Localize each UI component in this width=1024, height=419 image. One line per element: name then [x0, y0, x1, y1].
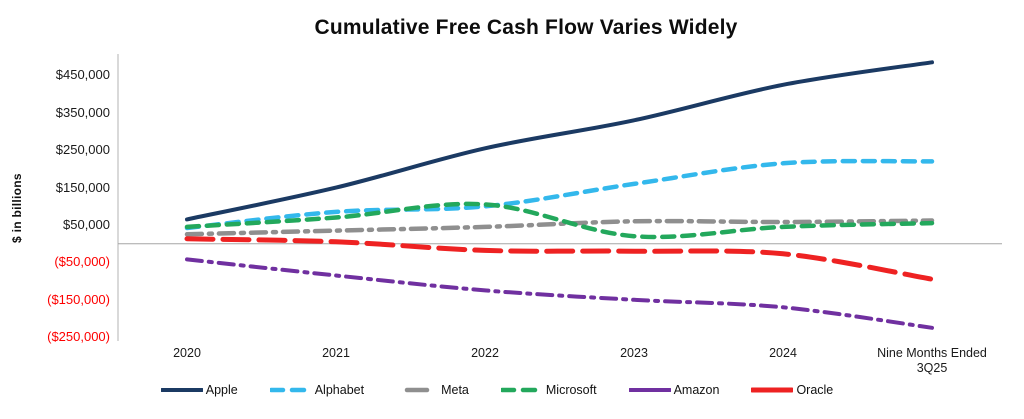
legend-label: Apple: [205, 383, 238, 397]
y-tick-label: $50,000: [63, 217, 110, 232]
legend-marker-dashed-icon: [269, 387, 312, 393]
y-tick-label: $450,000: [55, 67, 110, 83]
legend-item-alphabet: Alphabet: [269, 383, 365, 397]
legend-label: Oracle: [796, 383, 834, 397]
legend-item-apple: Apple: [160, 383, 238, 397]
legend-label: Amazon: [673, 383, 720, 397]
legend-item-amazon: Amazon: [628, 383, 720, 397]
chart-title: Cumulative Free Cash Flow Varies Widely: [314, 16, 738, 39]
legend-marker-dashed-icon: [500, 387, 543, 393]
y-tick-label: ($250,000): [47, 329, 110, 345]
legend-marker-dash-dot-icon: [628, 388, 671, 392]
x-tick-label: 2023: [620, 346, 648, 360]
x-tick-label: 2024: [769, 346, 797, 360]
x-tick-label: 2022: [471, 346, 499, 360]
series-line-alphabet: [184, 158, 935, 231]
legend-item-microsoft: Microsoft: [500, 383, 597, 397]
legend-label: Microsoft: [545, 383, 597, 397]
legend-marker-long-dash-icon: [751, 387, 794, 393]
series-line-apple: [185, 60, 934, 222]
x-tick-label: 2020: [173, 346, 201, 360]
y-tick-label: ($50,000): [54, 254, 110, 270]
series-line-microsoft: [184, 201, 935, 240]
series-line-oracle: [184, 236, 935, 282]
x-tick-label: Nine Months Ended 3Q25: [877, 346, 987, 375]
y-tick-label: $150,000: [55, 179, 110, 195]
y-tick-label: ($150,000): [47, 291, 110, 307]
legend-label: Alphabet: [314, 383, 365, 397]
legend-marker-dash-dot-icon: [404, 387, 430, 393]
series-line-amazon: [185, 257, 934, 330]
legend-item-oracle: Oracle: [751, 383, 833, 397]
x-tick-label: 2021: [322, 346, 350, 360]
y-tick-label: $250,000: [55, 142, 110, 158]
legend-label: Meta: [441, 383, 469, 397]
y-tick-label: $350,000: [55, 104, 110, 120]
legend: Apple Alphabet Meta Microsoft Amazon Oracle: [0, 383, 994, 397]
legend-item-meta: Meta: [396, 383, 469, 397]
series-line-meta: [184, 218, 935, 237]
legend-marker-solid-icon: [160, 388, 203, 392]
